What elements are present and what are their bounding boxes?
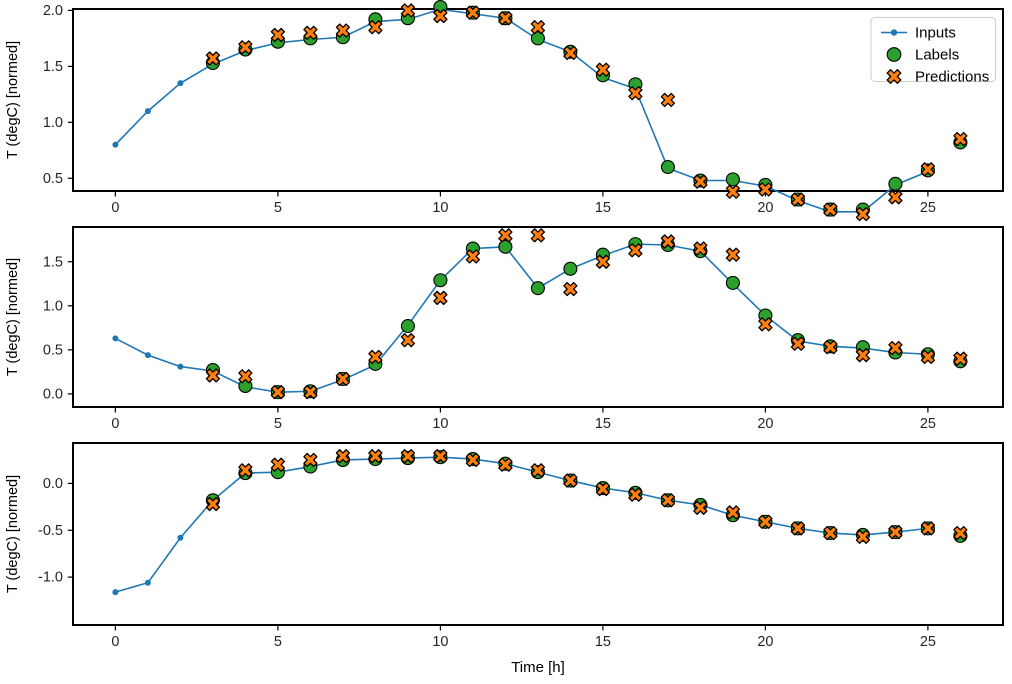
svg-text:25: 25: [920, 200, 936, 216]
svg-text:0: 0: [111, 200, 119, 216]
svg-text:15: 15: [595, 416, 611, 432]
svg-text:0.0: 0.0: [43, 386, 63, 402]
svg-text:10: 10: [432, 416, 448, 432]
svg-text:0: 0: [111, 634, 119, 650]
svg-text:Predictions: Predictions: [915, 69, 989, 86]
svg-text:Labels: Labels: [915, 47, 959, 64]
svg-text:T (degC) [normed]: T (degC) [normed]: [5, 475, 21, 593]
svg-text:-0.5: -0.5: [38, 523, 63, 539]
svg-text:1.5: 1.5: [43, 59, 63, 75]
svg-text:1.0: 1.0: [43, 115, 63, 131]
svg-text:Time [h]: Time [h]: [511, 659, 565, 676]
svg-text:1.0: 1.0: [43, 298, 63, 314]
svg-text:1.5: 1.5: [43, 254, 63, 270]
svg-text:10: 10: [432, 634, 448, 650]
svg-text:15: 15: [595, 634, 611, 650]
svg-text:5: 5: [274, 200, 282, 216]
svg-text:15: 15: [595, 200, 611, 216]
svg-text:5: 5: [274, 416, 282, 432]
svg-text:0.5: 0.5: [43, 171, 63, 187]
svg-text:5: 5: [274, 634, 282, 650]
svg-text:-1.0: -1.0: [38, 570, 63, 586]
svg-text:0.5: 0.5: [43, 342, 63, 358]
svg-text:Inputs: Inputs: [915, 25, 956, 42]
svg-text:20: 20: [757, 200, 773, 216]
svg-text:25: 25: [920, 634, 936, 650]
svg-text:T (degC) [normed]: T (degC) [normed]: [5, 258, 21, 376]
svg-text:20: 20: [757, 634, 773, 650]
svg-text:2.0: 2.0: [43, 3, 63, 19]
svg-text:20: 20: [757, 416, 773, 432]
svg-text:25: 25: [920, 416, 936, 432]
svg-text:10: 10: [432, 200, 448, 216]
svg-text:0: 0: [111, 416, 119, 432]
svg-text:0.0: 0.0: [43, 476, 63, 492]
svg-text:T (degC) [normed]: T (degC) [normed]: [5, 41, 21, 159]
